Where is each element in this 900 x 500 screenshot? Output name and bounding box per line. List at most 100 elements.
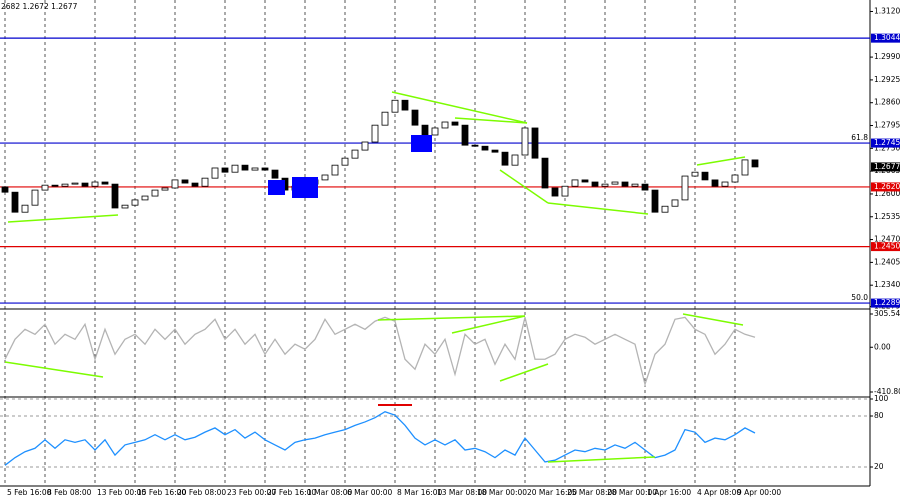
y-tick-label: 1.2925: [874, 75, 900, 84]
x-tick-label: 28 Mar 00:00: [607, 488, 657, 497]
candle: [551, 187, 559, 197]
candle: [31, 189, 39, 206]
y-tick-label: 1.3120: [874, 6, 900, 15]
candle: [691, 171, 699, 177]
candle: [131, 199, 139, 206]
x-tick-label: 4 Apr 08:00: [697, 488, 741, 497]
candle: [321, 174, 329, 181]
header-text: 2682 1.2672 1.2677: [1, 2, 78, 11]
level-label: 1.3044: [874, 33, 900, 42]
candle: [161, 187, 169, 191]
indicator-line: [4, 411, 756, 466]
candle: [751, 159, 759, 168]
trend-line: [377, 315, 526, 321]
trend-line: [454, 117, 528, 124]
y-tick-label: 1.2795: [874, 121, 900, 130]
level-note: 50.0: [851, 293, 868, 302]
x-tick-label: 25 Mar 08:00: [567, 488, 617, 497]
candle: [741, 159, 749, 176]
x-tick-label: 18 Mar 00:00: [477, 488, 527, 497]
marks: [0, 37, 870, 466]
candle: [721, 181, 729, 187]
candle: [71, 182, 79, 185]
candle: [441, 121, 449, 129]
zone-box: [292, 177, 318, 198]
candle: [331, 164, 339, 176]
trend-line: [547, 456, 656, 463]
candle: [501, 151, 509, 166]
candle: [461, 124, 469, 146]
zone-box: [411, 135, 432, 152]
candle: [731, 174, 739, 183]
candle: [101, 181, 109, 185]
candle: [581, 179, 589, 183]
candle: [261, 167, 269, 171]
y-tick-label: 1.2405: [874, 257, 900, 266]
candle: [1, 186, 9, 193]
candle: [631, 183, 639, 187]
x-tick-label: 6 Mar 00:00: [347, 488, 393, 497]
trend-line: [696, 156, 746, 166]
candle: [601, 183, 609, 187]
candle: [611, 181, 619, 185]
candle: [641, 183, 649, 191]
level-label-box: [871, 182, 900, 192]
candle: [41, 184, 49, 191]
candle: [111, 183, 119, 209]
candle: [431, 127, 439, 136]
level-label-box: [871, 242, 900, 252]
x-tick-label: 20 Feb 08:00: [177, 488, 226, 497]
y-tick-label: 20: [874, 462, 884, 471]
candle: [411, 109, 419, 126]
candle: [381, 111, 389, 126]
candle: [661, 205, 669, 213]
x-tick-label: 9 Apr 00:00: [737, 488, 781, 497]
candle: [391, 99, 399, 113]
trend-line: [499, 363, 549, 382]
candle: [121, 204, 129, 209]
candle: [561, 185, 569, 197]
trend-line: [391, 91, 528, 124]
candle: [541, 157, 549, 189]
candle: [231, 164, 239, 173]
y-tick-label: 1.2470: [874, 235, 900, 244]
level-label: 1.2450: [874, 242, 900, 251]
y-tick-label: 1.2600: [874, 189, 900, 198]
x-tick-label: 20 Mar 16:00: [527, 488, 577, 497]
candle: [251, 167, 259, 171]
candle: [51, 184, 59, 187]
candle: [371, 124, 379, 143]
y-tick-label: -410.803: [874, 387, 900, 396]
candle: [201, 177, 209, 187]
x-tick-label: 1 Apr 16:00: [647, 488, 691, 497]
separators: [0, 0, 870, 486]
candle: [401, 99, 409, 111]
last-price-box: [871, 162, 900, 172]
y-tick-label: 1.2340: [874, 280, 900, 289]
candle: [141, 195, 149, 201]
trend-line: [7, 214, 119, 223]
trend-line: [682, 313, 744, 326]
candle: [21, 204, 29, 213]
x-tick-label: 5 Feb 16:00: [7, 488, 52, 497]
candle: [591, 181, 599, 187]
level-label-box: [871, 298, 900, 308]
x-tick-label: 8 Feb 08:00: [47, 488, 92, 497]
zone-box: [268, 180, 285, 195]
x-tick-label: 15 Feb 16:00: [137, 488, 186, 497]
candle: [671, 199, 679, 207]
candle: [421, 124, 429, 136]
candle: [61, 183, 69, 187]
level-note: 61.8: [851, 133, 868, 142]
level-label-box: [871, 33, 900, 43]
candle: [211, 167, 219, 179]
candle: [521, 127, 529, 156]
x-tick-label: 13 Feb 00:00: [97, 488, 146, 497]
y-tick-label: 1.2860: [874, 98, 900, 107]
trend-line: [451, 315, 526, 334]
level-label: 1.2289: [874, 298, 900, 307]
y-tick-label: 305.5401: [874, 309, 900, 318]
candle: [621, 181, 629, 187]
